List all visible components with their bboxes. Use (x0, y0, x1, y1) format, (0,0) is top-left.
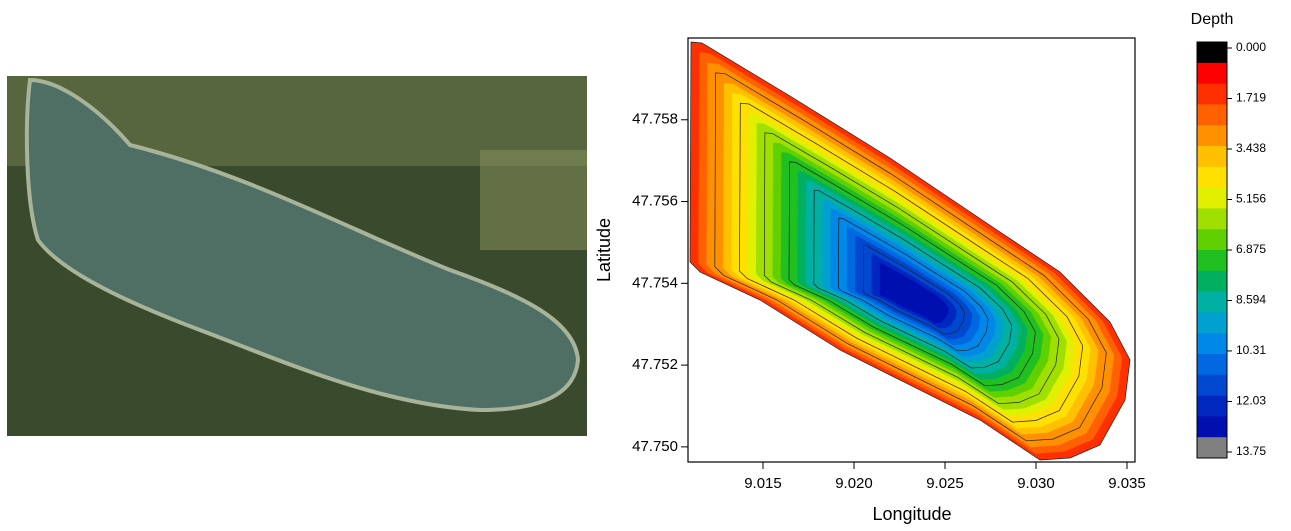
y-tick-label: 47.758 (632, 111, 678, 128)
colorbar-band (1197, 437, 1227, 458)
colorbar-band (1197, 104, 1227, 125)
colorbar-tick-label: 10.31 (1236, 343, 1266, 357)
colorbar-band (1197, 229, 1227, 250)
x-tick-label: 9.015 (744, 475, 782, 492)
colorbar-band (1197, 416, 1227, 437)
colorbar-band (1197, 312, 1227, 333)
colorbar-band (1197, 63, 1227, 84)
colorbar-tick-label: 3.438 (1236, 141, 1266, 155)
colorbar-band (1197, 396, 1227, 417)
colorbar-band (1197, 271, 1227, 292)
colorbar-band (1197, 333, 1227, 354)
colorbar-band (1197, 125, 1227, 146)
colorbar-tick-label: 0.000 (1236, 40, 1266, 54)
colorbar-tick-label: 6.875 (1236, 242, 1266, 256)
x-axis-label: Longitude (872, 504, 951, 524)
x-tick-label: 9.035 (1108, 475, 1146, 492)
y-tick-label: 47.750 (632, 438, 678, 455)
colorbar-band (1197, 167, 1227, 188)
colorbar-band (1197, 250, 1227, 271)
colorbar-band (1197, 146, 1227, 167)
colorbar-band (1197, 292, 1227, 313)
fields (480, 150, 587, 250)
x-tick-label: 9.025 (926, 475, 964, 492)
y-tick-label: 47.754 (632, 274, 678, 291)
y-axis-label: Latitude (594, 218, 614, 282)
colorbar-title: Depth (1191, 11, 1234, 28)
colorbar-tick-label: 1.719 (1236, 91, 1266, 105)
figure: Longitude Latitude Depth 9.015 9.020 9.025… (0, 0, 1291, 526)
aerial-photo (7, 76, 587, 436)
colorbar-band (1197, 42, 1227, 63)
colorbar-band (1197, 84, 1227, 105)
colorbar-band (1197, 208, 1227, 229)
y-tick-label: 47.752 (632, 356, 678, 373)
colorbar-tick-label: 12.03 (1236, 394, 1266, 408)
contour-plot (690, 42, 1130, 460)
colorbar-band (1197, 375, 1227, 396)
colorbar-tick-label: 8.594 (1236, 293, 1266, 307)
colorbar-band (1197, 188, 1227, 209)
colorbar-tick-label: 5.156 (1236, 192, 1266, 206)
colorbar-tick-label: 13.75 (1236, 444, 1266, 458)
y-tick-label: 47.756 (632, 193, 678, 210)
colorbar-band (1197, 354, 1227, 375)
x-tick-label: 9.030 (1017, 475, 1055, 492)
x-tick-label: 9.020 (835, 475, 873, 492)
